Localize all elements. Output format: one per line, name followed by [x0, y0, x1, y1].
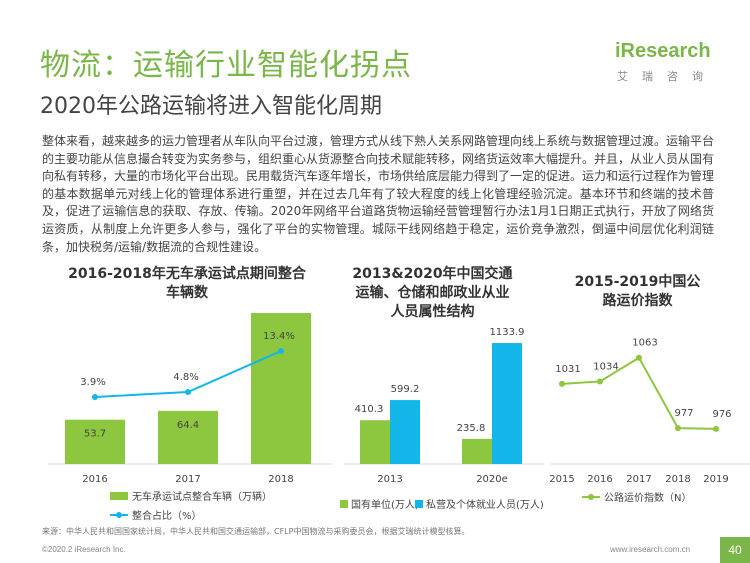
chart3-x-tick: 2018: [665, 474, 690, 485]
chart2-svg: 410.3 599.2 2013 235.8 1133.9 2020e 国有单位(万人) 私营…: [340, 327, 544, 511]
chart3-x-tick: 2015: [550, 474, 575, 485]
chart1-legend-bar-label: 无车承运试点整合车辆（万辆）: [132, 490, 272, 503]
page-title: 物流：运输行业智能化拐点: [40, 48, 412, 83]
chart1-point: [92, 394, 98, 400]
chart1-bar: [65, 419, 125, 464]
chart1-bar-label: 64.4: [177, 420, 199, 431]
chart3-point-label: 1063: [632, 338, 657, 349]
chart1-point: [185, 389, 191, 395]
chart2-legend-label-2: 私营及个体就业人员(万人): [426, 498, 544, 511]
chart1-x-tick: 2018: [268, 474, 293, 485]
chart3-point: [636, 354, 642, 361]
website-link[interactable]: www.iresearch.com.cn: [610, 545, 691, 554]
chart3-title: 2015-2019中国公路运价指数: [574, 274, 701, 309]
chart1-x-tick: 2016: [82, 474, 107, 485]
chart2-bar-label: 235.8: [457, 423, 486, 434]
chart2-legend-swatch-1: [340, 500, 348, 508]
chart1-title: 2016-2018年无车承运试点期间整合车辆数: [68, 266, 306, 301]
chart1-point-label: 3.9%: [80, 377, 105, 388]
chart2-legend-swatch-2: [415, 500, 423, 508]
chart3-legend-label: 公路运价指数（N）: [604, 491, 691, 504]
chart1-bar: [251, 313, 311, 464]
iresearch-logo: iResearch 艾瑞咨询: [605, 40, 720, 85]
chart3-x-tick: 2016: [587, 474, 612, 485]
chart3-legend-dot: [588, 494, 594, 500]
chart2-bar: [462, 438, 492, 464]
chart1-point: [278, 348, 284, 354]
chart3-x-tick: 2017: [626, 474, 651, 485]
chart1-legend-line-label: 整合占比（%）: [132, 509, 202, 522]
chart3-svg: 1031 2015 1034 2016 1063 2017 977 2018 976 2019 公路…: [550, 338, 750, 504]
chart3-point-label: 976: [712, 409, 731, 420]
logo-main-text: iResearch: [615, 40, 711, 62]
chart1-svg: 53.7201664.42017183.020183.9%4.8%13.4%无车…: [48, 313, 332, 522]
chart2-bar-label: 599.2: [391, 384, 420, 395]
chart2-bar: [360, 420, 390, 464]
chart1-x-tick: 2017: [175, 474, 200, 485]
chart1-point-label: 4.8%: [173, 372, 198, 383]
chart3-point-label: 1034: [593, 361, 618, 372]
page-subtitle: 2020年公路运输将进入智能化周期: [40, 94, 382, 119]
chart2-legend-label-1: 国有单位(万人): [351, 498, 419, 511]
chart2-x-tick: 2020e: [476, 474, 508, 485]
chart1-bar-label: 53.7: [84, 429, 106, 440]
page-number: 40: [720, 537, 750, 563]
chart3-point: [675, 425, 681, 432]
chart2-bar: [492, 343, 522, 464]
logo-sub-text: 艾瑞咨询: [617, 70, 717, 83]
chart2-title: 2013&2020年中国交通运输、仓储和邮政业从业人员属性结构: [352, 266, 513, 320]
chart2-x-tick: 2013: [377, 474, 402, 485]
chart3-point-label: 977: [674, 408, 693, 419]
chart1-legend-bar-swatch: [110, 492, 128, 500]
chart3-x-tick: 2019: [703, 474, 728, 485]
chart3-point: [713, 425, 719, 432]
source-note: 来源：中华人民共和国国家统计局，中华人民共和国交通运输部，CFLP中国物流与采购…: [42, 527, 470, 536]
chart1-legend-line-dot: [116, 512, 122, 518]
chart1-point-label: 13.4%: [263, 331, 295, 342]
chart3-point: [559, 380, 565, 387]
chart2-bar: [390, 400, 420, 464]
copyright: ©2020.2 iResearch Inc.: [42, 545, 126, 554]
chart1-bar: [158, 410, 218, 464]
chart2-bar-label: 410.3: [355, 404, 384, 415]
chart3-point-label: 1031: [555, 364, 580, 375]
chart3-point: [597, 378, 603, 385]
summary-paragraph: 整体来看，越来越多的运力管理者从车队向平台过渡，管理方式从线下熟人关系网路管理向…: [42, 134, 715, 254]
chart2-bar-label: 1133.9: [490, 327, 525, 338]
